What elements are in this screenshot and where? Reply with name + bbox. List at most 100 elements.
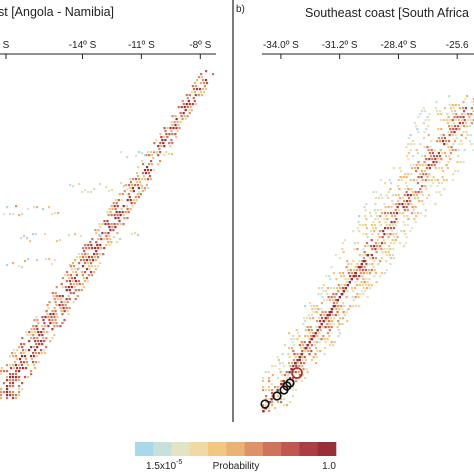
heat-cell (307, 335, 310, 338)
heat-cell (328, 314, 331, 317)
heat-cell (447, 116, 450, 119)
heat-cell (350, 287, 354, 290)
heat-cell (426, 176, 429, 179)
heat-cell (188, 112, 191, 115)
heat-cell (6, 391, 9, 394)
heat-cell (200, 76, 204, 79)
heat-cell (15, 394, 18, 397)
heat-cell (358, 305, 361, 308)
heat-cell (362, 233, 365, 236)
heat-cell (107, 241, 110, 244)
heat-cell (313, 305, 316, 308)
heat-cell (308, 317, 312, 320)
heat-cell (12, 397, 15, 400)
heat-cell (320, 293, 323, 296)
heat-cell (324, 317, 327, 320)
heat-cell (436, 140, 439, 143)
heat-cell (347, 263, 350, 266)
heat-cell (83, 250, 86, 253)
heat-cell (310, 329, 313, 332)
heat-cell (389, 227, 393, 230)
heat-cell (190, 109, 193, 112)
heat-cell (383, 242, 387, 245)
heat-cell (83, 280, 86, 283)
heat-cell (371, 227, 375, 230)
heat-cell (425, 158, 428, 161)
heat-cell (349, 305, 352, 308)
heat-cell (132, 190, 135, 193)
heat-cell (385, 260, 388, 263)
heat-cell (127, 193, 130, 196)
heat-cell (315, 326, 318, 329)
heat-cell (415, 179, 418, 182)
heat-cell (431, 182, 435, 185)
heat-cell (144, 154, 147, 157)
heat-cell (163, 154, 166, 157)
heat-cell (379, 275, 382, 278)
heat-cell (271, 383, 274, 386)
heat-cell (267, 371, 270, 374)
heat-cell (290, 338, 293, 341)
heat-cell (187, 109, 190, 112)
heat-cell (304, 347, 307, 350)
heat-cell (75, 274, 78, 277)
heat-cell (3, 382, 6, 385)
heat-cell (406, 224, 409, 227)
heat-cell (363, 266, 366, 269)
heat-cell (16, 349, 19, 352)
heat-cell (300, 353, 303, 356)
heat-cell (386, 233, 389, 236)
heat-cell (271, 404, 274, 407)
heat-cell (60, 301, 63, 304)
heat-cell (35, 316, 38, 319)
heat-cell (168, 133, 171, 136)
heat-cell (122, 223, 125, 226)
heat-cell (6, 376, 9, 379)
heat-cell (114, 208, 117, 211)
heat-cell (381, 251, 384, 254)
heat-cell (362, 293, 365, 296)
heat-cell (94, 268, 98, 271)
heat-cell (437, 128, 440, 131)
heat-cell (410, 227, 414, 230)
heat-cell (109, 238, 112, 241)
heat-cell (166, 127, 169, 130)
heat-cell (340, 305, 343, 308)
heat-cell (451, 119, 454, 122)
heat-cell (295, 389, 298, 392)
heat-cell (397, 194, 400, 197)
heat-cell (315, 311, 318, 314)
heat-cell (454, 119, 457, 122)
heat-cell (389, 182, 393, 185)
heat-cell (47, 307, 50, 310)
heat-cell (398, 212, 402, 215)
heat-cell (398, 188, 401, 191)
heat-cell (379, 224, 382, 227)
heat-cell (385, 215, 388, 218)
heat-cell (430, 140, 433, 143)
heat-cell (137, 234, 140, 237)
heat-cell (341, 323, 344, 326)
heat-cell (0, 370, 3, 373)
heat-cell (43, 331, 46, 334)
heat-cell (265, 398, 268, 401)
heat-cell (396, 236, 399, 239)
heat-cell (449, 152, 452, 155)
colorbar-swatch (317, 442, 337, 456)
heat-cell (146, 169, 150, 172)
heat-cell (451, 110, 454, 113)
heat-cell (387, 236, 390, 239)
heat-cell (14, 364, 18, 367)
heat-cell (352, 290, 355, 293)
heat-cell (377, 248, 380, 251)
heat-cell (148, 175, 152, 178)
heat-cell (33, 346, 36, 349)
heat-cell (12, 373, 15, 376)
heat-cell (445, 179, 448, 182)
heat-cell (440, 158, 443, 161)
heat-cell (334, 254, 337, 257)
heat-cell (447, 161, 450, 164)
heat-cell (457, 149, 460, 152)
heat-cell (53, 307, 56, 310)
heat-cell (413, 143, 416, 146)
